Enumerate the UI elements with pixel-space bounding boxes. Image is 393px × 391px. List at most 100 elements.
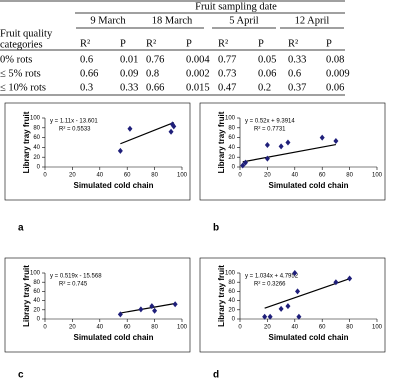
x-tick-label: 40 <box>96 325 103 331</box>
x-tick-label: 80 <box>151 325 158 331</box>
trendline <box>120 121 175 145</box>
y-tick-label: 0 <box>37 317 41 323</box>
x-tick-label: 40 <box>96 173 103 179</box>
equation: y = 0.52x + 9.3914 <box>245 119 295 125</box>
point <box>264 141 270 148</box>
x-tick-label: 60 <box>124 173 131 179</box>
x-tick-label: 80 <box>346 325 353 331</box>
x-tick-label: 20 <box>69 325 76 331</box>
date-header: 18 March <box>152 15 193 26</box>
row-label: ≤ 10% rots <box>0 82 46 93</box>
x-tick-label: 100 <box>372 325 383 331</box>
point <box>152 307 158 314</box>
equation-box <box>243 117 305 134</box>
x-tick-label: 0 <box>43 325 47 331</box>
subheader: R² <box>288 38 298 49</box>
y-tick-label: 0 <box>232 165 236 171</box>
row-header: Fruit quality <box>0 28 53 39</box>
date-header: 12 April <box>295 15 330 26</box>
point <box>292 270 298 276</box>
r-squared: R² = 0.7731 <box>254 127 286 133</box>
x-tick-label: 80 <box>346 173 353 179</box>
point <box>117 311 123 318</box>
y-tick-label: 20 <box>33 155 40 161</box>
cell: 0.33 <box>288 54 306 65</box>
cell: 0.66 <box>80 68 98 79</box>
panel-label: d <box>213 370 219 381</box>
x-tick-label: 40 <box>291 325 298 331</box>
x-tick-label: 100 <box>177 173 188 179</box>
x-axis-title: Simulated cold chain <box>268 333 348 342</box>
cell: 0.6 <box>288 68 301 79</box>
subheader: R² <box>218 38 228 49</box>
cell: 0.77 <box>218 54 236 65</box>
cell: 0.004 <box>186 54 210 65</box>
point <box>242 159 248 166</box>
equation-box <box>48 272 110 289</box>
y-tick-label: 20 <box>228 307 235 313</box>
point <box>333 279 339 286</box>
y-tick-label: 40 <box>33 145 40 151</box>
cell: 0.09 <box>120 68 138 79</box>
panel-frame <box>4 102 191 201</box>
point <box>347 275 353 282</box>
panel-frame <box>199 102 386 201</box>
cell: 0.002 <box>186 68 210 79</box>
cell: 0.66 <box>146 82 164 93</box>
cell: 0.33 <box>120 82 138 93</box>
point <box>171 123 177 130</box>
y-tick-label: 0 <box>37 165 41 171</box>
cell: 0.05 <box>258 54 276 65</box>
point <box>319 134 325 141</box>
y-tick-label: 60 <box>33 135 40 141</box>
point <box>240 162 246 169</box>
y-tick-label: 20 <box>33 307 40 313</box>
point <box>138 306 144 313</box>
point <box>285 303 291 310</box>
y-axis-title: Library tray fruit <box>22 265 31 327</box>
r-squared: R² = 0.745 <box>59 282 88 288</box>
x-tick-label: 20 <box>264 325 271 331</box>
cell: 0.3 <box>80 82 93 93</box>
cell: 0.009 <box>326 68 350 79</box>
panel-label: a <box>18 223 24 234</box>
y-tick-label: 80 <box>228 125 235 131</box>
point <box>168 128 174 135</box>
row-label: ≤ 5% rots <box>0 68 41 79</box>
y-axis-title: Library tray fruit <box>217 111 226 173</box>
x-tick-label: 100 <box>177 325 188 331</box>
x-tick-label: 0 <box>238 173 242 179</box>
point <box>296 313 302 320</box>
y-tick-label: 40 <box>228 145 235 151</box>
panel-frame <box>4 257 191 353</box>
subheader: P <box>120 38 126 49</box>
y-tick-label: 40 <box>33 298 40 304</box>
point <box>264 155 270 162</box>
trendline <box>120 302 176 314</box>
equation-box <box>48 117 110 134</box>
point <box>278 305 284 312</box>
y-tick-label: 80 <box>33 125 40 131</box>
cell: 0.06 <box>326 82 344 93</box>
x-tick-label: 20 <box>69 173 76 179</box>
point <box>117 147 123 154</box>
subheader: R² <box>146 38 156 49</box>
y-tick-label: 40 <box>228 298 235 304</box>
cell: 0.015 <box>186 82 210 93</box>
x-tick-label: 60 <box>124 325 131 331</box>
x-tick-label: 60 <box>319 325 326 331</box>
date-header: 5 April <box>229 15 259 26</box>
y-tick-label: 60 <box>228 289 235 295</box>
y-tick-label: 20 <box>228 155 235 161</box>
x-axis-title: Simulated cold chain <box>268 181 348 190</box>
x-tick-label: 0 <box>43 173 47 179</box>
x-axis-title: Simulated cold chain <box>73 333 153 342</box>
equation: y = 0.519x - 15.568 <box>50 274 102 280</box>
r-squared: R² = 0.3266 <box>254 282 286 288</box>
subheader: P <box>186 38 192 49</box>
y-axis-title: Library tray fruit <box>22 111 31 173</box>
cell: 0.37 <box>288 82 306 93</box>
point <box>149 303 155 310</box>
row-header: categories <box>0 39 43 50</box>
